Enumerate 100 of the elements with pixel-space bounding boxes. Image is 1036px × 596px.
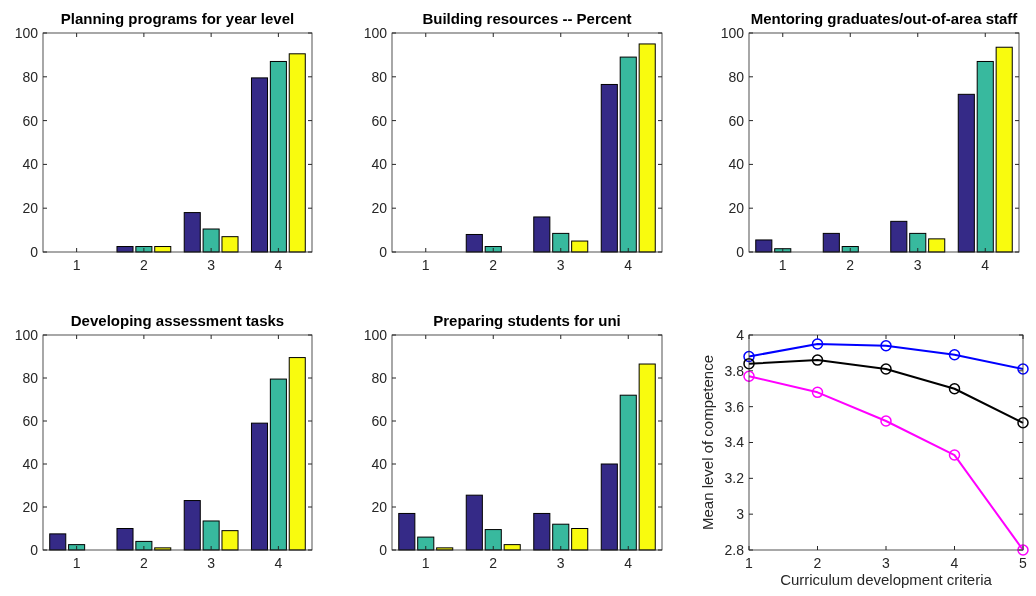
y-tick-label: 0 [379, 243, 388, 260]
y-tick-label: 3.8 [724, 362, 745, 379]
x-tick-label: 4 [274, 257, 283, 273]
x-tick-label: 1 [421, 257, 430, 273]
y-tick-label: 100 [363, 24, 388, 41]
y-tick-label: 4 [736, 326, 745, 343]
point [948, 383, 961, 395]
y-tick-label: 60 [371, 412, 388, 429]
y-tick-label: 100 [720, 24, 745, 41]
y-tick-label: 3.4 [724, 434, 745, 451]
y-tick-label: 60 [371, 112, 388, 129]
y-tick-label: 40 [728, 156, 745, 173]
y-tick-label: 20 [371, 200, 388, 217]
x-tick-label: 1 [72, 257, 81, 273]
point [880, 415, 892, 427]
y-tick-label: 80 [22, 369, 39, 386]
x-tick-label: 5 [1019, 555, 1028, 571]
x-tick-label: 3 [882, 555, 891, 571]
bar [571, 528, 589, 551]
point [811, 338, 824, 350]
chart-title: Developing assessment tasks [70, 312, 285, 329]
y-tick-label: 20 [371, 498, 388, 515]
bar [288, 53, 306, 253]
x-tick-label: 4 [981, 257, 990, 273]
bar [465, 494, 483, 551]
x-tick-label: 2 [489, 555, 498, 571]
y-tick-label: 2.8 [724, 541, 745, 558]
y-tick-label: 40 [22, 156, 39, 173]
bar [928, 238, 946, 253]
bar [288, 357, 306, 551]
point [743, 370, 755, 382]
x-tick-label: 1 [745, 555, 754, 571]
x-tick-label: 4 [274, 555, 283, 571]
chart-title: Preparing students for uni [433, 312, 621, 329]
point [880, 363, 892, 375]
x-tick-label: 1 [421, 555, 430, 571]
x-tick-label: 2 [846, 257, 855, 273]
bar [822, 232, 840, 253]
point [811, 386, 824, 399]
y-tick-label: 3.2 [724, 470, 745, 487]
x-tick-label: 2 [813, 555, 822, 571]
chart-title: Planning programs for year level [60, 10, 295, 27]
bar [269, 378, 287, 551]
bar [250, 422, 269, 551]
x-tick-label: 4 [624, 257, 633, 273]
x-tick-label: 1 [778, 257, 787, 273]
y-tick-label: 0 [30, 541, 39, 558]
y-tick-label: 0 [30, 243, 39, 260]
y-tick-label: 3 [736, 506, 745, 523]
y-tick-label: 80 [371, 68, 388, 85]
chart-title: Building resources -- Percent [422, 10, 632, 27]
y-tick-label: 0 [379, 541, 388, 558]
point [880, 340, 892, 352]
y-tick-label: 60 [728, 112, 745, 129]
y-tick-label: 60 [22, 112, 39, 129]
y-axis-title: Mean level of competence [699, 354, 716, 531]
y-tick-label: 80 [728, 68, 745, 85]
point [1017, 417, 1029, 429]
point [948, 449, 961, 461]
bar [600, 83, 618, 253]
x-tick-label: 3 [207, 555, 216, 571]
x-tick-label: 3 [207, 257, 216, 273]
y-tick-label: 20 [22, 498, 39, 515]
bar [250, 77, 269, 253]
x-tick-label: 4 [624, 555, 633, 571]
chart-title: Mentoring graduates/out-of-area staff [750, 10, 1019, 27]
x-tick-label: 3 [556, 555, 565, 571]
y-tick-label: 80 [371, 369, 388, 386]
y-tick-label: 20 [22, 200, 39, 217]
x-tick-label: 2 [489, 257, 498, 273]
y-tick-label: 100 [14, 24, 39, 41]
y-tick-label: 40 [371, 156, 388, 173]
bar [600, 463, 618, 551]
bar [269, 60, 287, 253]
y-tick-label: 40 [22, 455, 39, 472]
point [743, 350, 755, 363]
x-tick-label: 3 [913, 257, 922, 273]
point [1017, 544, 1029, 556]
y-tick-label: 80 [22, 68, 39, 85]
point [1017, 363, 1029, 375]
bar [957, 93, 975, 253]
bar [571, 240, 589, 253]
x-tick-label: 2 [139, 555, 148, 571]
bar [49, 533, 67, 551]
y-tick-label: 60 [22, 412, 39, 429]
y-tick-label: 100 [14, 326, 39, 343]
y-tick-label: 40 [371, 455, 388, 472]
x-tick-label: 2 [139, 257, 148, 273]
bar [465, 233, 483, 253]
x-axis-title: Curriculum development criteria [780, 571, 993, 588]
y-tick-label: 3.6 [724, 398, 745, 415]
y-tick-label: 100 [363, 326, 388, 343]
point [811, 354, 824, 366]
y-tick-label: 20 [728, 200, 745, 217]
x-tick-label: 4 [950, 555, 959, 571]
point [743, 357, 755, 370]
y-tick-label: 0 [736, 243, 745, 260]
x-tick-label: 3 [556, 257, 565, 273]
x-tick-label: 1 [72, 555, 81, 571]
point [948, 348, 961, 361]
